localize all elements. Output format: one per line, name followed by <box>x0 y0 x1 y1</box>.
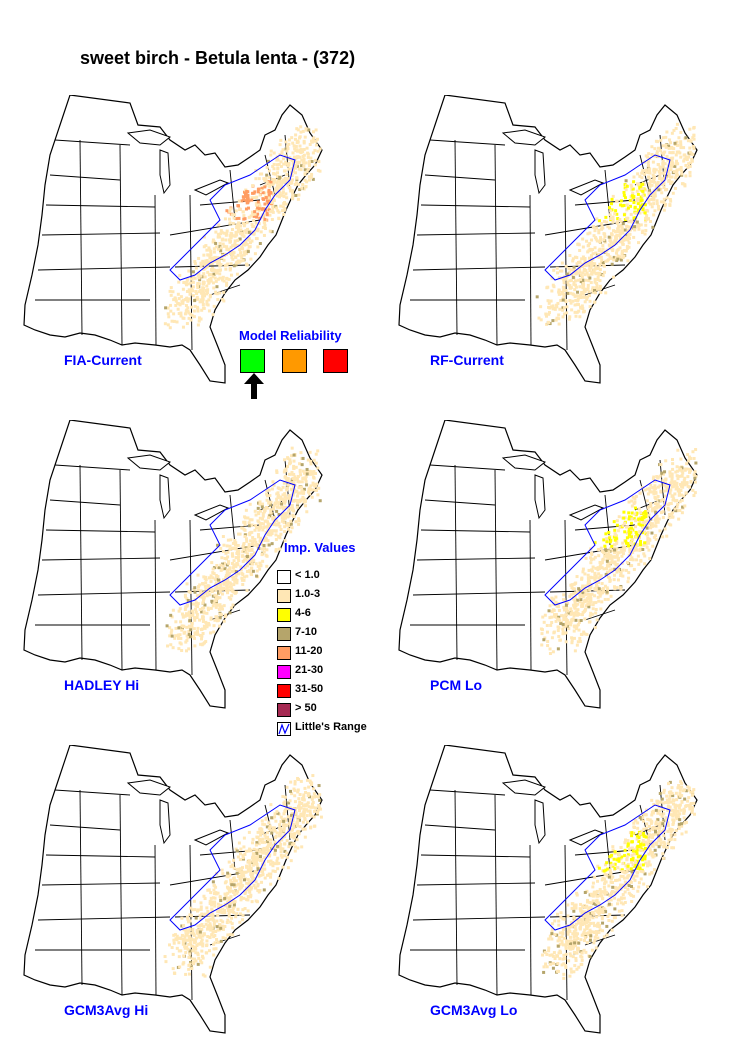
lake-superior <box>501 454 547 471</box>
legend-swatch <box>277 608 291 622</box>
legend-label: < 1.0 <box>295 569 320 581</box>
lake-superior <box>501 779 547 796</box>
map-fia-current <box>10 95 350 395</box>
lake-erie <box>193 504 230 521</box>
lake-michigan <box>159 474 171 520</box>
us-outline <box>23 95 323 384</box>
lake-superior <box>126 779 172 796</box>
legend-label: > 50 <box>295 702 317 714</box>
us-outline <box>398 95 698 384</box>
state-borders <box>35 784 291 1001</box>
panel-label-rf-current: RF-Current <box>430 352 504 368</box>
lake-michigan <box>159 799 171 845</box>
us-outline <box>23 745 323 1034</box>
lake-erie <box>193 829 230 846</box>
page-title: sweet birch - Betula lenta - (372) <box>80 48 356 68</box>
littles-range-icon <box>277 722 291 736</box>
lake-michigan <box>534 149 546 195</box>
arrow-up-icon <box>244 373 264 399</box>
lake-erie <box>193 179 230 196</box>
lake-michigan <box>159 149 171 195</box>
panel-label-hadley-hi: HADLEY Hi <box>64 677 140 693</box>
lake-superior <box>126 454 172 471</box>
us-outline <box>398 745 698 1034</box>
legend-swatch <box>277 589 291 603</box>
littles-range-outline <box>544 479 671 606</box>
panel-label-gcm3avg-hi: GCM3Avg Hi <box>64 1002 149 1018</box>
panel-label-gcm3avg-lo: GCM3Avg Lo <box>430 1002 518 1018</box>
map-rf-current <box>385 95 725 395</box>
lake-michigan <box>534 474 546 520</box>
lake-michigan <box>534 799 546 845</box>
lake-superior <box>126 129 172 146</box>
legend-swatch <box>277 665 291 679</box>
legend-title: Imp. Values <box>284 540 356 555</box>
legend-label: Little's Range <box>295 721 367 733</box>
importance-cells <box>541 780 696 980</box>
us-outline <box>23 420 323 709</box>
littles-range-outline <box>169 804 296 931</box>
legend-swatch <box>277 570 291 584</box>
reliability-box-medium <box>282 349 307 373</box>
panel-label-fia-current: FIA-Current <box>64 352 142 368</box>
legend-label: 31-50 <box>295 683 324 695</box>
importance-cells <box>165 446 322 653</box>
map-gcm3avg-lo <box>385 745 725 1045</box>
legend-label: 21-30 <box>295 664 324 676</box>
legend-label: 7-10 <box>295 626 318 638</box>
littles-range-outline <box>544 804 671 931</box>
reliability-box-high <box>240 349 265 373</box>
legend-swatch <box>277 684 291 698</box>
lake-erie <box>568 179 605 196</box>
reliability-box-low <box>323 349 348 373</box>
map-gcm3avg-hi <box>10 745 350 1045</box>
legend-label: 1.0-3 <box>295 588 321 600</box>
importance-cells <box>163 774 323 978</box>
lake-superior <box>501 129 547 146</box>
map-hadley-hi <box>10 420 350 720</box>
importance-cells <box>535 122 696 326</box>
state-borders <box>410 459 666 676</box>
lake-erie <box>568 504 605 521</box>
legend-swatch <box>277 627 291 641</box>
legend-label: 4-6 <box>295 607 311 619</box>
littles-range-outline <box>544 154 671 281</box>
lake-erie <box>568 829 605 846</box>
model-reliability-title: Model Reliability <box>239 328 342 343</box>
littles-range-outline <box>169 479 296 606</box>
legend-swatch <box>277 646 291 660</box>
importance-cells <box>163 125 322 330</box>
littles-range-outline <box>169 154 296 281</box>
panel-label-pcm-lo: PCM Lo <box>430 677 483 693</box>
us-outline <box>398 420 698 709</box>
legend-swatch <box>277 703 291 717</box>
legend-label: 11-20 <box>295 645 323 657</box>
map-pcm-lo <box>385 420 725 720</box>
